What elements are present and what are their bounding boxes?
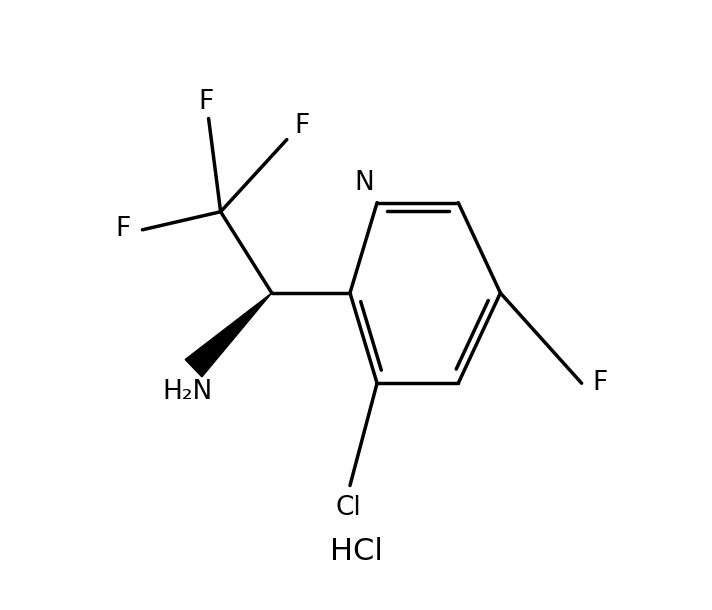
Text: HCl: HCl: [330, 537, 382, 566]
Polygon shape: [185, 293, 272, 377]
Text: Cl: Cl: [336, 495, 362, 522]
Text: H₂N: H₂N: [162, 379, 213, 405]
Text: F: F: [592, 370, 607, 396]
Text: F: F: [198, 88, 213, 115]
Text: N: N: [354, 170, 374, 196]
Text: F: F: [294, 113, 310, 139]
Text: F: F: [115, 215, 131, 242]
